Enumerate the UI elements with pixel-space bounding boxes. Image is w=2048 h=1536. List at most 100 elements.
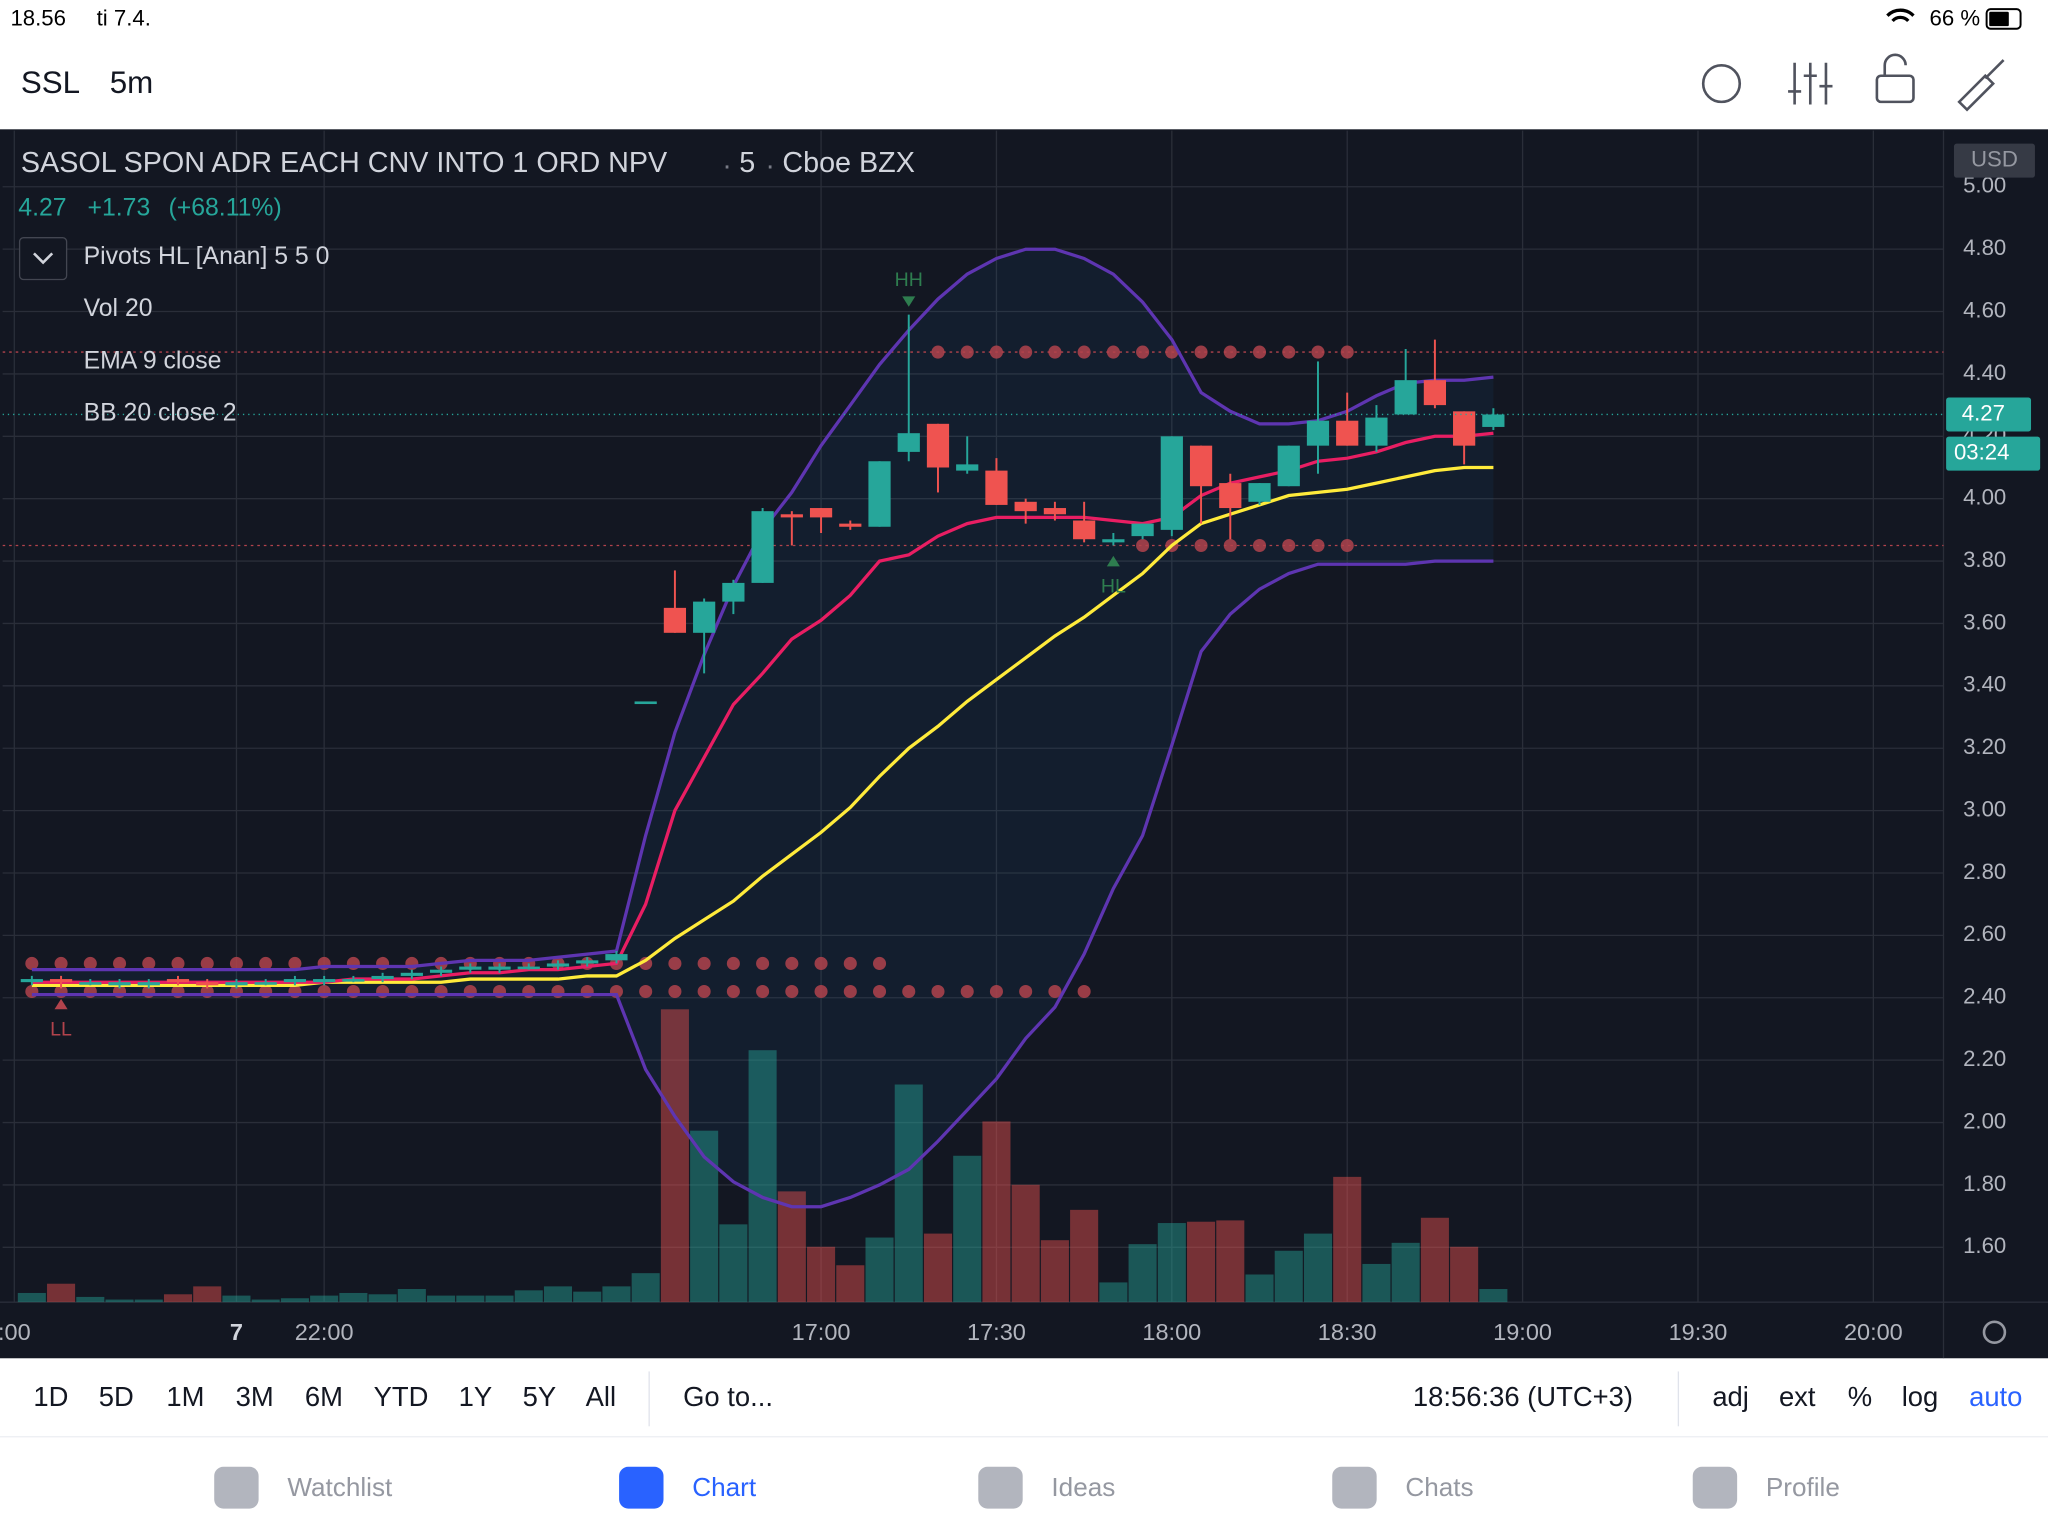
candle-body (1073, 520, 1096, 540)
pivot-dot (872, 956, 887, 970)
tab-icon[interactable] (1332, 1466, 1377, 1509)
volume-bar (1187, 1221, 1216, 1303)
pivot-dot (1019, 345, 1033, 359)
last-price: 4.27 (18, 195, 66, 222)
pivot-dot (843, 956, 857, 970)
interval[interactable]: 5m (110, 65, 154, 100)
pivot-dot (1077, 345, 1091, 359)
volume-bar (1099, 1282, 1128, 1303)
range-button[interactable]: 1Y (459, 1381, 493, 1412)
candle-body (108, 982, 131, 986)
volume-bar (397, 1289, 426, 1303)
pivot-dot (756, 956, 770, 970)
volume-bar (1157, 1223, 1186, 1303)
range-button[interactable]: 5D (99, 1381, 134, 1412)
x-tick-label: 18:00 (1142, 1319, 1201, 1345)
volume-bar (134, 1299, 163, 1303)
scale-option[interactable]: auto (1969, 1381, 2022, 1412)
indicator-legend[interactable]: Pivots HL [Anan] 5 5 0 (84, 243, 330, 270)
candle-body (1277, 445, 1300, 487)
scale-option[interactable]: % (1848, 1381, 1872, 1412)
battery-level (1989, 11, 2009, 27)
pivot-dot (960, 984, 974, 999)
indicators-icon[interactable] (1788, 62, 1833, 105)
range-button[interactable]: 1M (166, 1381, 204, 1412)
range-button[interactable]: All (586, 1381, 616, 1412)
pivot-dot (726, 956, 740, 970)
tab-label[interactable]: Watchlist (287, 1472, 393, 1502)
tab-icon[interactable] (978, 1466, 1023, 1509)
volume-bar (17, 1292, 46, 1303)
candle-body (1102, 539, 1125, 543)
candle-body (576, 960, 599, 964)
scale-option[interactable]: ext (1779, 1381, 1816, 1412)
candle-body (1189, 445, 1213, 487)
range-button[interactable]: 3M (236, 1381, 274, 1412)
pivot-dot (1252, 345, 1267, 359)
candle-body (1219, 483, 1242, 509)
volume-bar (543, 1286, 573, 1303)
tab-label[interactable]: Chats (1405, 1472, 1473, 1502)
chevron (33, 252, 54, 265)
scale-option[interactable]: log (1902, 1381, 1939, 1412)
indicator-legend[interactable]: EMA 9 close (84, 347, 222, 374)
volume-bar (163, 1294, 193, 1303)
range-button[interactable]: 6M (305, 1381, 343, 1412)
pivot-marker (54, 998, 68, 1010)
candle-body (400, 972, 423, 976)
candle-body (20, 979, 43, 983)
volume-bar (573, 1291, 602, 1303)
candle-body (605, 954, 628, 961)
countdown-box (1946, 436, 2041, 471)
goto-button[interactable]: Go to... (683, 1381, 773, 1412)
tab-label[interactable]: Chart (692, 1472, 757, 1502)
scale-option[interactable]: adj (1712, 1381, 1749, 1412)
plot: HH HL LL (2, 247, 1944, 1303)
indicator-legend[interactable]: Vol 20 (84, 295, 153, 322)
tab-label[interactable]: Ideas (1051, 1472, 1115, 1502)
pivot-dot (1340, 538, 1354, 553)
volume-bar (1216, 1220, 1245, 1303)
separator: · (722, 150, 732, 182)
pivot-dot (785, 984, 799, 999)
collapse-legend[interactable] (18, 237, 68, 281)
volume-bar (427, 1295, 456, 1303)
pivot-dot (668, 984, 682, 999)
pivot-dot (1106, 345, 1120, 359)
range-button[interactable]: YTD (374, 1381, 429, 1412)
candle-body (1043, 508, 1067, 515)
indicator-legend[interactable]: BB 20 close 2 (84, 400, 237, 427)
tab-icon[interactable] (1692, 1466, 1738, 1509)
range-button[interactable]: 1D (33, 1381, 68, 1412)
pivot-dot (1340, 345, 1354, 359)
range-button[interactable]: 5Y (523, 1381, 557, 1412)
alert-icon[interactable] (1701, 63, 1742, 104)
draw-icon[interactable] (1957, 59, 2005, 112)
candle-body (985, 470, 1008, 505)
clock: 18:56:36 (UTC+3) (1413, 1381, 1633, 1412)
pivot-dot (989, 984, 1003, 999)
pivot-dot (931, 345, 945, 359)
candle-body (956, 464, 979, 471)
volume-bar (748, 1050, 777, 1303)
tab-icon[interactable] (214, 1466, 259, 1509)
volume-bar (719, 1224, 748, 1303)
status-date: ti 7.4. (97, 5, 151, 30)
pivot-marker (902, 296, 916, 307)
symbol[interactable]: SSL (21, 65, 80, 100)
candle-body (1131, 523, 1154, 537)
x-tick-label: 17:30 (967, 1319, 1026, 1345)
change-percent: (+68.11%) (168, 195, 281, 222)
settings-icon[interactable] (1982, 1320, 2007, 1344)
countdown: 03:24 (1954, 440, 2010, 465)
candle-body (342, 979, 365, 982)
volume-bar (631, 1273, 660, 1303)
lock-icon[interactable] (1875, 74, 1915, 104)
volume-bar (456, 1295, 485, 1303)
candle-body (371, 975, 394, 980)
status-time: 18.56 (10, 5, 66, 30)
candle-body (137, 982, 160, 986)
tab-label[interactable]: Profile (1766, 1472, 1840, 1502)
tab-icon[interactable] (619, 1466, 664, 1509)
pivot-dot (1048, 984, 1062, 999)
